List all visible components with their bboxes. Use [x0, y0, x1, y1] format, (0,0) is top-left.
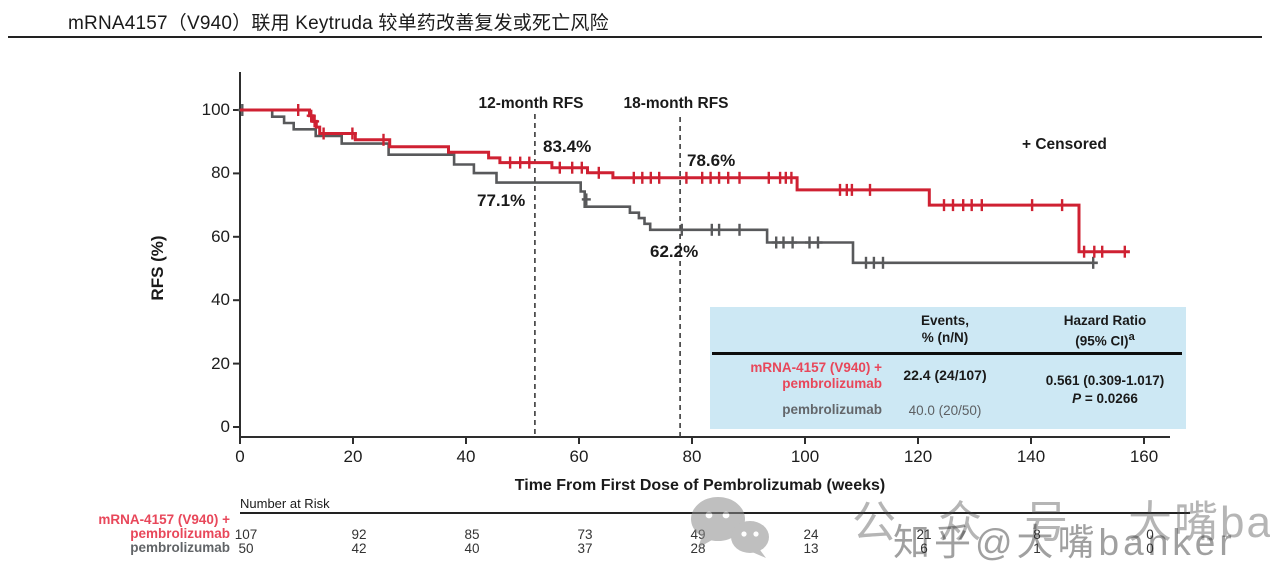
inset-row-combo-events: 22.4 (24/107)	[903, 367, 987, 383]
risk-value: 40	[464, 541, 480, 556]
wechat-icon	[691, 497, 769, 558]
x-tick-label: 20	[343, 447, 363, 466]
risk-values-mono: 50 42 40 37 28 13 6 1 0	[0, 541, 1270, 556]
x-tick-label: 0	[235, 447, 245, 466]
risk-label-combo-line1: mRNA-4157 (V940) +	[98, 512, 230, 527]
combo-12month-value: 83.4%	[543, 137, 592, 156]
page-title: mRNA4157（V940）联用 Keytruda 较单药改善复发或死亡风险	[68, 13, 609, 34]
mono-12month-value: 77.1%	[477, 191, 526, 210]
hazard-ratio-table: Events, % (n/N) Hazard Ratio (95% CI)a m…	[710, 307, 1186, 429]
y-tick-label: 40	[211, 290, 230, 310]
x-tick-label: 60	[569, 447, 589, 466]
landmark-12month-label: 12-month RFS	[478, 95, 584, 112]
risk-value: 21	[916, 527, 932, 542]
inset-header-divider	[712, 352, 1182, 355]
inset-header-events: Events, % (n/N)	[870, 312, 1020, 346]
y-tick-label: 0	[220, 417, 230, 436]
x-tick-label: 100	[790, 447, 820, 466]
risk-value: 24	[803, 527, 819, 542]
y-tick-label: 80	[211, 163, 230, 183]
y-axis-title: RFS (%)	[148, 235, 167, 301]
inset-row-mono-events: 40.0 (20/50)	[908, 403, 982, 418]
number-at-risk-title: Number at Risk	[240, 496, 330, 511]
x-tick-label: 120	[903, 447, 933, 466]
x-tick-label: 140	[1016, 447, 1046, 466]
watermark-wechat-text-name: 大嘴banker	[1128, 498, 1270, 547]
inset-hazard-ratio-value: 0.561 (0.309-1.017)	[1045, 373, 1165, 388]
watermark-wechat-text-cn: 公众号	[852, 498, 1110, 547]
watermark-wechat: 公众号 大嘴banker	[688, 486, 1270, 558]
risk-label-mono: pembrolizumab	[130, 540, 230, 555]
risk-value: 6	[920, 541, 928, 556]
risk-value: 73	[577, 527, 593, 542]
inset-header-hr-line1: Hazard Ratio	[1063, 313, 1147, 328]
y-tick-label: 20	[211, 353, 230, 373]
risk-value: 42	[351, 541, 367, 556]
censored-legend: + Censored	[1022, 136, 1107, 153]
watermark-zhihu: 知乎@大嘴banker	[893, 522, 1236, 563]
inset-header-hr-line2: (95% CI)a	[1075, 331, 1135, 349]
y-tick-label: 60	[211, 226, 230, 246]
x-axis-title: Time From First Dose of Pembrolizumab (w…	[514, 477, 886, 494]
risk-label-combo-line2: pembrolizumab	[130, 526, 230, 541]
x-tick-label: 40	[456, 447, 476, 466]
landmark-18month-label: 18-month RFS	[623, 95, 729, 112]
inset-header-hazard-ratio: Hazard Ratio (95% CI)a	[1026, 312, 1184, 350]
inset-header-hr-footnote: a	[1128, 331, 1135, 343]
inset-header-events-line2: % (n/N)	[921, 330, 969, 345]
risk-value: 85	[464, 527, 480, 542]
risk-value: 50	[238, 541, 254, 556]
x-tick-label: 160	[1129, 447, 1159, 466]
x-tick-label: 80	[682, 447, 702, 466]
title-divider	[8, 36, 1262, 38]
inset-p-value: P = 0.0266	[1072, 391, 1138, 406]
risk-value: 1	[1033, 541, 1041, 556]
risk-value: 13	[803, 541, 819, 556]
inset-row-mono-label: pembrolizumab	[782, 402, 882, 417]
inset-header-events-line1: Events,	[920, 313, 970, 328]
risk-value: 92	[351, 527, 367, 542]
risk-value: 8	[1033, 527, 1041, 542]
combo-18month-value: 78.6%	[687, 151, 736, 170]
risk-value: 107	[234, 527, 258, 542]
y-tick-label: 100	[201, 100, 230, 119]
inset-row-combo-label: mRNA-4157 (V940) + pembrolizumab	[750, 360, 882, 391]
risk-value: 37	[577, 541, 593, 556]
risk-value: 0	[1146, 527, 1154, 542]
mono-18month-value: 62.2%	[650, 242, 699, 261]
risk-value: 0	[1146, 541, 1154, 556]
